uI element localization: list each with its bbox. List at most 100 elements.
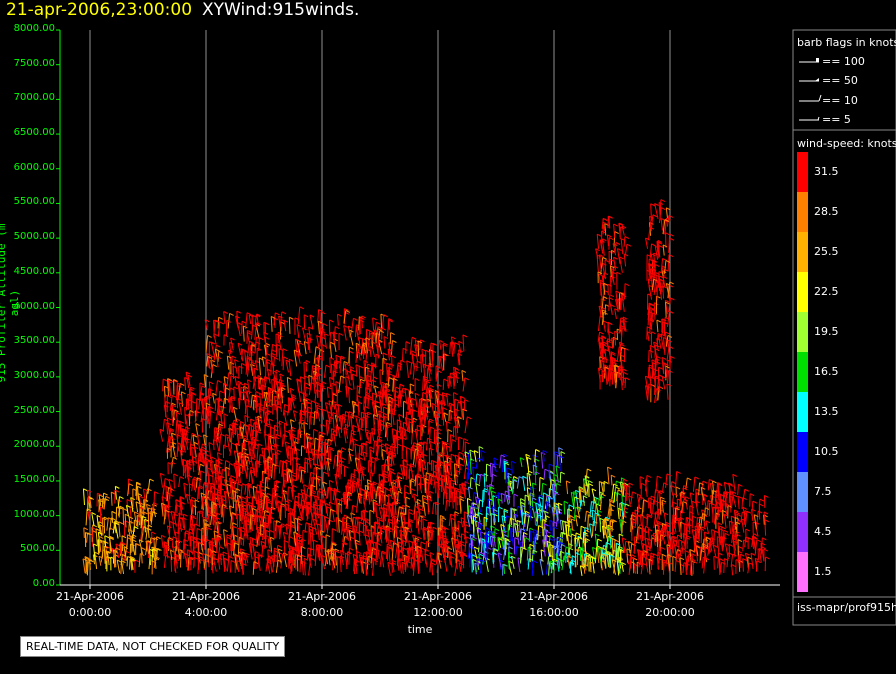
barb-flag [129, 555, 135, 559]
barb-flag [190, 514, 195, 518]
barb-flag [275, 451, 280, 455]
wind-barb [334, 403, 339, 418]
barb-flag [190, 443, 195, 447]
wind-barb [373, 440, 375, 454]
barb-flag [454, 511, 460, 515]
wind-barb [450, 439, 453, 452]
wind-barb [455, 496, 457, 511]
wind-barb [134, 543, 137, 554]
wind-barb [248, 471, 251, 483]
barb-flag [380, 313, 386, 317]
barb-flag [114, 520, 120, 524]
barb-flag [187, 549, 192, 553]
barb-flag [219, 321, 225, 325]
wind-barb [191, 516, 194, 531]
wind-barb [299, 376, 303, 393]
barb-flag [279, 378, 284, 382]
barb-flag [333, 430, 338, 434]
wind-barb [149, 549, 151, 566]
barb-flag [203, 519, 209, 522]
barb-flag [109, 537, 114, 540]
barb-flag [485, 527, 490, 531]
barb-flag [432, 526, 438, 530]
barb-flag [506, 515, 511, 519]
wind-barb [404, 429, 407, 440]
barb-flag [301, 546, 306, 549]
wind-barb [278, 315, 281, 328]
barb-flag [349, 346, 354, 350]
barb-flag [284, 403, 289, 407]
barb-flag [321, 344, 327, 348]
wind-barb [229, 505, 232, 517]
wind-barb [384, 443, 388, 455]
wind-barb [282, 356, 285, 371]
wind-barb [124, 514, 127, 528]
barb-flag [323, 441, 329, 445]
wind-barb [194, 499, 197, 516]
wind-barb [234, 376, 238, 386]
wind-barb [338, 499, 341, 513]
barb-flag [513, 493, 519, 497]
barb-flag [226, 534, 232, 538]
barb-flag [87, 558, 93, 562]
wind-barb [110, 492, 113, 506]
barb-flag [231, 355, 237, 359]
barb-flag [299, 306, 305, 310]
wind-barb [335, 381, 338, 394]
wind-barb [419, 454, 422, 468]
wind-barb [378, 507, 383, 522]
barb-flag [184, 406, 189, 410]
wind-barb [367, 398, 370, 409]
barb-flag [388, 342, 394, 346]
wind-barb [271, 389, 274, 406]
barb-flag [349, 350, 354, 354]
wind-barb [103, 546, 106, 564]
wind-barb [324, 516, 328, 531]
wind-barb [141, 511, 144, 526]
barb-flag [339, 463, 345, 467]
wind-barb [242, 325, 245, 342]
wind-barb [372, 364, 375, 378]
barb-flag [276, 449, 282, 453]
wind-barb [183, 543, 185, 559]
wind-barb [337, 314, 339, 326]
wind-barb [147, 524, 150, 539]
wind-barb [361, 417, 364, 429]
wind-barb [448, 514, 452, 527]
wind-barb [409, 362, 413, 375]
barb-flag [207, 334, 212, 338]
wind-barb [248, 542, 253, 560]
barb-flag [176, 434, 182, 437]
barb-flag [321, 534, 326, 538]
barb-flag [269, 529, 274, 533]
barb-flag [275, 312, 280, 316]
wind-barb [462, 334, 465, 352]
barb-flag [270, 426, 275, 430]
wind-barb [187, 528, 190, 541]
barb-flag [137, 485, 142, 489]
wind-barb [270, 316, 273, 332]
barb-flag [191, 391, 196, 395]
barb-flag [325, 438, 330, 442]
wind-barb [264, 433, 267, 450]
barb-flag [291, 394, 296, 398]
barb-flag [165, 509, 170, 513]
barb-flag [168, 478, 174, 482]
barb-flag [189, 556, 195, 560]
wind-barb [217, 546, 221, 563]
barb-flag [216, 344, 221, 348]
barb-flag [259, 337, 264, 341]
wind-barb [213, 427, 216, 446]
wind-barb [480, 559, 482, 574]
wind-barb [117, 506, 121, 516]
barb-flag [329, 319, 334, 323]
wind-barb [435, 551, 438, 565]
wind-barb [273, 429, 275, 445]
barb-flag [177, 382, 182, 386]
wind-barb [422, 375, 424, 392]
barb-flag [381, 381, 387, 385]
wind-barb [138, 553, 141, 568]
barb-flag [223, 311, 228, 314]
wind-barb [154, 536, 158, 551]
wind-barb [267, 388, 270, 403]
